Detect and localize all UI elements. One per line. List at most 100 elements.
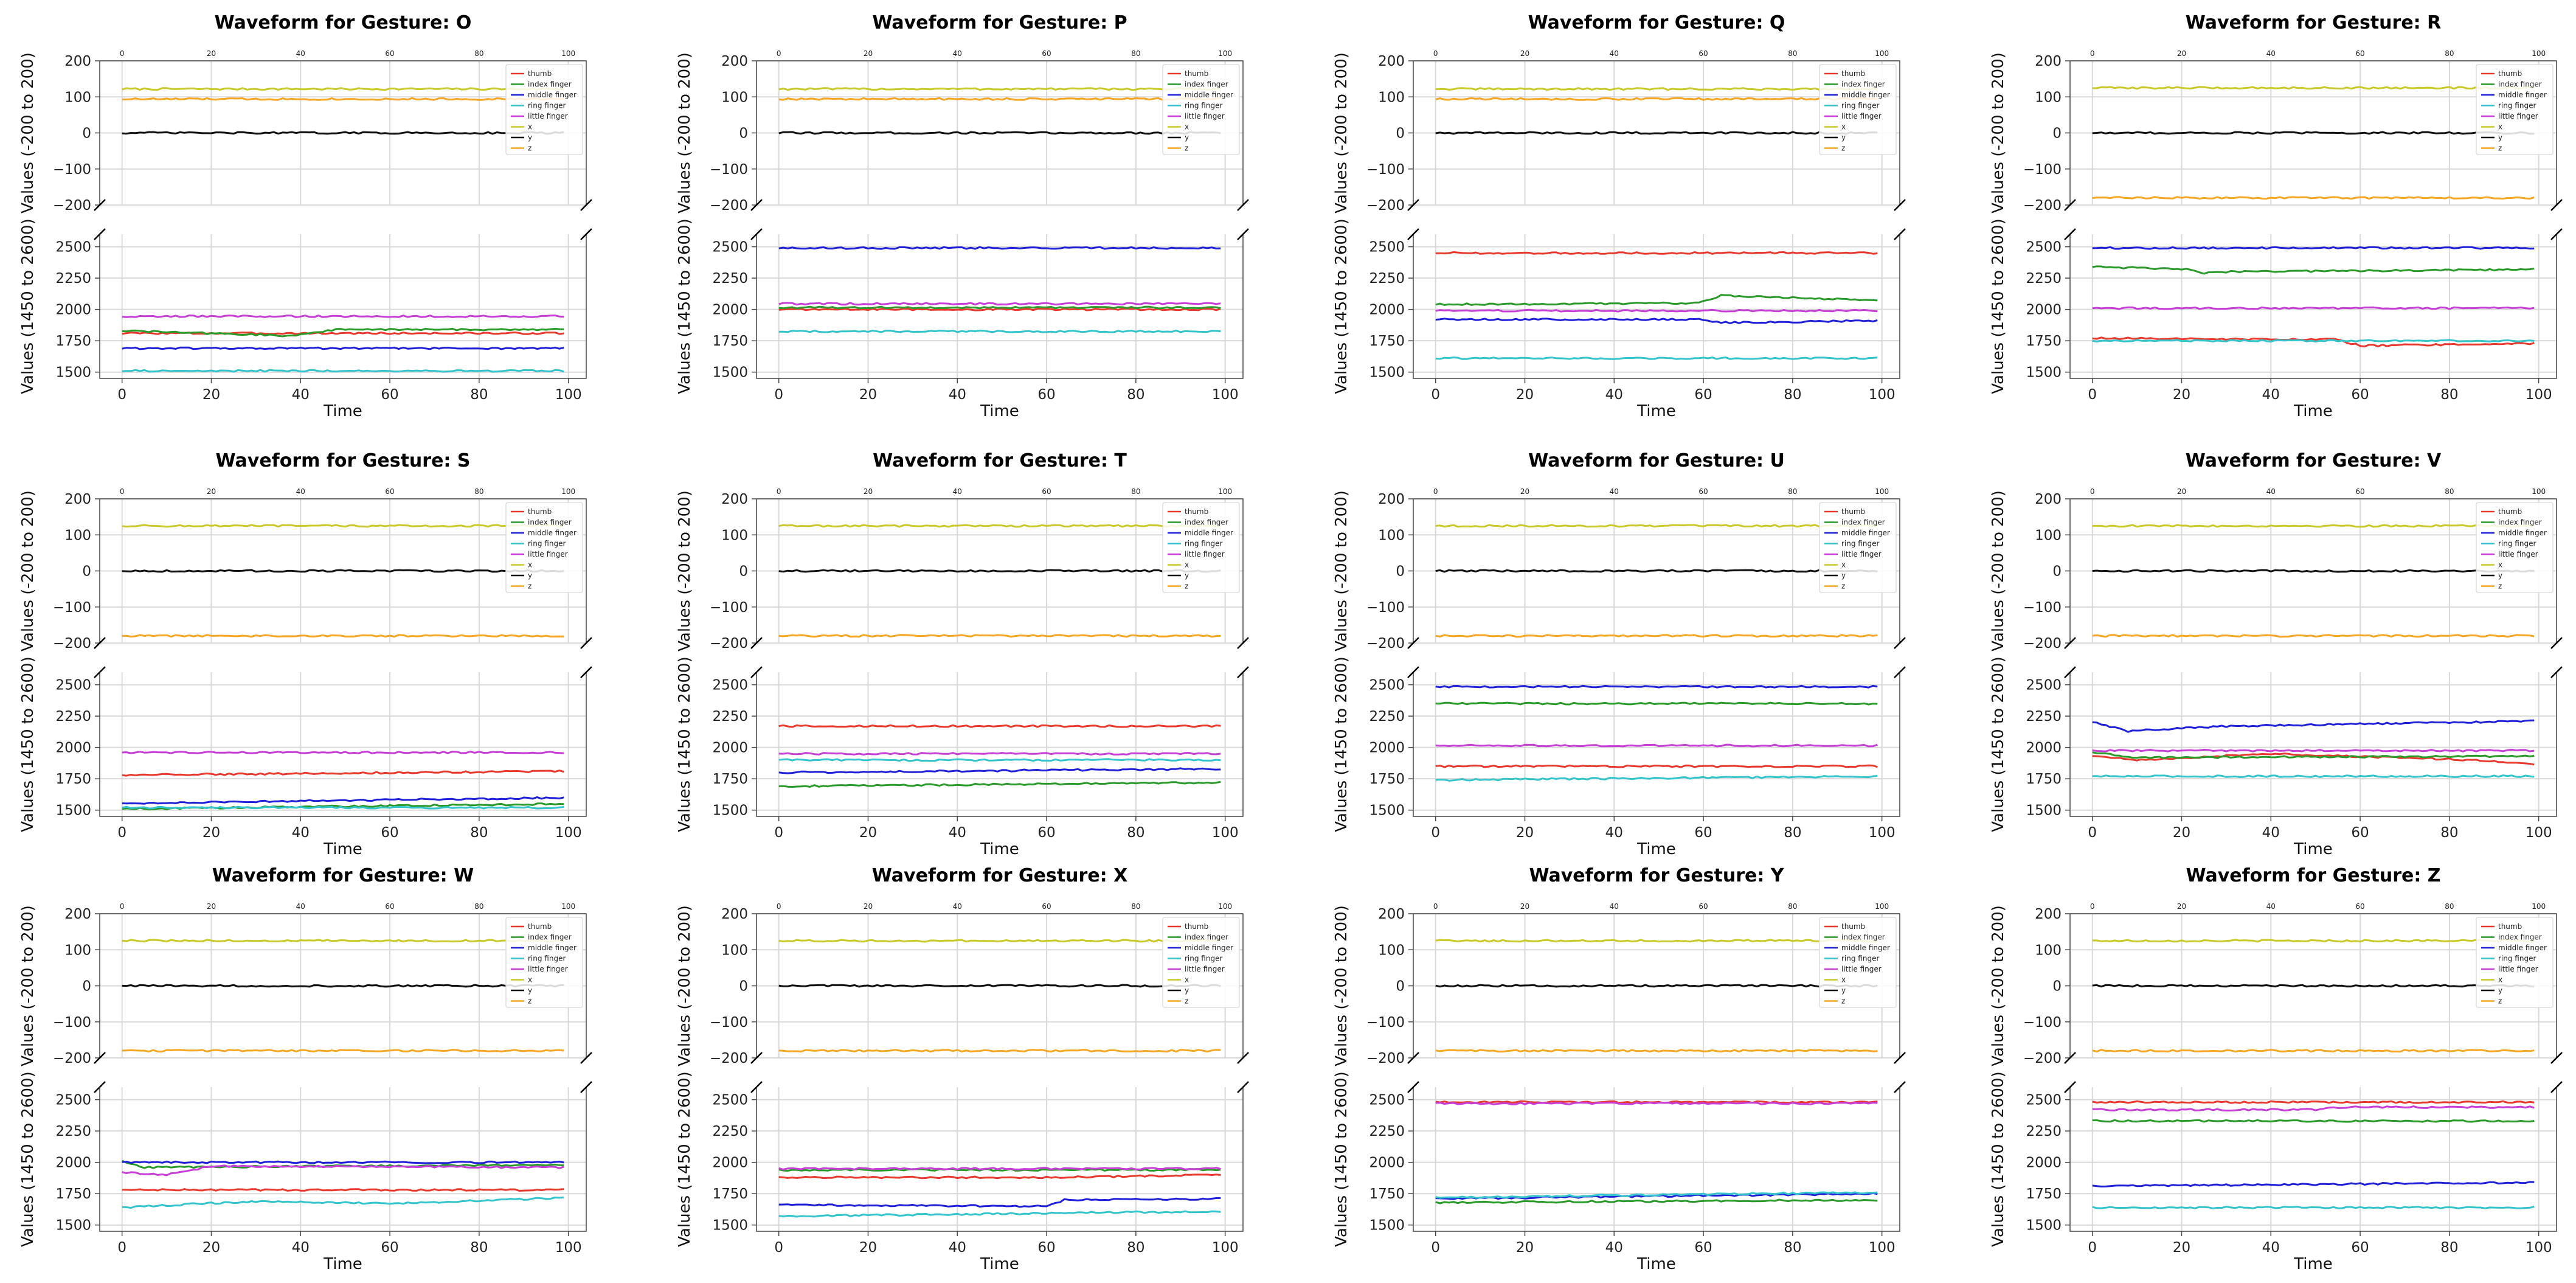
top-x-tick-label: 40 bbox=[953, 487, 962, 496]
bottom-y-axis-label: Values (1450 to 2600) bbox=[19, 656, 37, 832]
legend-label-middle-finger: middle finger bbox=[2498, 91, 2547, 99]
legend-label-z: z bbox=[1841, 997, 1845, 1006]
x-axis-label: Time bbox=[980, 1255, 1019, 1273]
legend-label-x: x bbox=[528, 976, 532, 984]
axis-break-mark bbox=[1894, 228, 1906, 240]
top-x-tick-label: 20 bbox=[207, 487, 216, 496]
axis-break-mark bbox=[2064, 1052, 2076, 1064]
bottom-y-tick-label: 2500 bbox=[712, 240, 748, 256]
legend-label-y: y bbox=[528, 571, 532, 580]
top-y-tick-label: 0 bbox=[739, 979, 748, 995]
top-y-tick-label: 0 bbox=[2052, 564, 2062, 580]
axis-break-mark bbox=[580, 1081, 592, 1093]
top-y-tick-label: −100 bbox=[2023, 1015, 2062, 1031]
bottom-subplot: 0 20 40 60 80 100 1500 1750 2000 2250 2500 Values (… bbox=[19, 656, 587, 858]
x-axis-label: Time bbox=[2293, 1255, 2333, 1273]
bottom-y-tick-label: 2250 bbox=[2026, 709, 2062, 725]
axis-break-mark bbox=[94, 228, 106, 240]
top-x-tick-label: 60 bbox=[385, 49, 394, 58]
legend: thumb index finger middle finger ring finge… bbox=[2476, 917, 2553, 1008]
bottom-spine bbox=[2069, 234, 2557, 379]
bottom-y-tick-label: 1750 bbox=[55, 333, 91, 349]
bottom-x-tick-label: 100 bbox=[2526, 825, 2552, 841]
top-subplot: 0 20 40 60 80 100 −200 −100 0 100 200 Values (-200 … bbox=[676, 49, 1244, 214]
top-y-tick-label: −200 bbox=[53, 198, 91, 214]
axis-break-mark bbox=[2550, 637, 2563, 649]
legend-label-x: x bbox=[1185, 123, 1189, 131]
legend-label-thumb: thumb bbox=[1841, 922, 1865, 931]
axis-break-mark bbox=[2550, 228, 2563, 240]
legend-label-middle-finger: middle finger bbox=[1841, 529, 1890, 537]
series-line-thumb bbox=[122, 331, 564, 335]
axis-break-mark bbox=[1407, 1081, 1419, 1093]
bottom-y-tick-label: 1750 bbox=[55, 1186, 91, 1202]
legend-label-x: x bbox=[2498, 561, 2502, 569]
top-x-tick-label: 80 bbox=[1131, 902, 1140, 911]
axis-break-mark bbox=[1237, 1052, 1249, 1064]
series-line-index-finger bbox=[122, 327, 564, 338]
bottom-x-tick-label: 80 bbox=[470, 1240, 488, 1256]
bottom-y-tick-label: 1750 bbox=[712, 333, 748, 349]
series-line-y bbox=[1435, 131, 1878, 135]
top-y-axis-label: Values (-200 to 200) bbox=[1989, 490, 2007, 652]
chart-title: Waveform for Gesture: S bbox=[216, 450, 471, 471]
bottom-spine bbox=[756, 234, 1244, 379]
top-x-tick-label: 0 bbox=[777, 902, 781, 911]
top-x-tick-label: 0 bbox=[120, 49, 125, 58]
top-y-axis-label: Values (-200 to 200) bbox=[1332, 52, 1351, 214]
bottom-y-tick-label: 2000 bbox=[2026, 1155, 2062, 1171]
bottom-y-tick-label: 2250 bbox=[55, 271, 91, 287]
axis-break-mark bbox=[2550, 199, 2563, 211]
bottom-subplot: 0 20 40 60 80 100 1500 1750 2000 2250 2500 Values (… bbox=[1989, 1071, 2557, 1273]
top-y-tick-label: 0 bbox=[1396, 979, 1405, 995]
chart-panel-p: Waveform for Gesture: P 0 20 40 60 80 100 −200 −… bbox=[676, 12, 1249, 420]
legend-label-thumb: thumb bbox=[1841, 507, 1865, 516]
chart-panel-q: Waveform for Gesture: Q 0 20 40 60 80 100 −200 −… bbox=[1332, 12, 1906, 420]
series-line-y bbox=[1435, 569, 1878, 573]
bottom-x-tick-label: 80 bbox=[1127, 1240, 1144, 1256]
bottom-x-tick-label: 60 bbox=[381, 387, 398, 403]
top-subplot: 0 20 40 60 80 100 −200 −100 0 100 200 Values (-200 … bbox=[19, 487, 587, 652]
bottom-x-tick-label: 20 bbox=[1516, 825, 1534, 841]
top-y-tick-label: 0 bbox=[1396, 126, 1405, 142]
top-x-tick-label: 20 bbox=[1520, 487, 1529, 496]
top-x-tick-label: 100 bbox=[1218, 49, 1232, 58]
top-x-tick-label: 20 bbox=[1520, 902, 1529, 911]
bottom-y-tick-label: 1500 bbox=[55, 365, 91, 381]
top-y-tick-label: 100 bbox=[2035, 527, 2062, 543]
top-x-tick-label: 80 bbox=[2445, 49, 2454, 58]
bottom-y-tick-label: 1500 bbox=[2026, 1218, 2062, 1234]
bottom-y-tick-label: 1750 bbox=[712, 771, 748, 787]
top-x-tick-label: 100 bbox=[1218, 487, 1232, 496]
bottom-y-tick-label: 2500 bbox=[2026, 1093, 2062, 1108]
chart-title: Waveform for Gesture: V bbox=[2186, 450, 2442, 471]
top-y-tick-label: −200 bbox=[710, 198, 748, 214]
series-line-ring-finger bbox=[1435, 774, 1878, 782]
top-x-tick-label: 60 bbox=[2355, 487, 2364, 496]
bottom-x-tick-label: 100 bbox=[2526, 1240, 2552, 1256]
chart-title: Waveform for Gesture: X bbox=[872, 865, 1127, 886]
top-subplot: 0 20 40 60 80 100 −200 −100 0 100 200 Values (-200 … bbox=[19, 49, 587, 214]
top-y-tick-label: 0 bbox=[1396, 564, 1405, 580]
top-spine bbox=[756, 60, 1244, 205]
legend-label-ring-finger: ring finger bbox=[1185, 102, 1222, 110]
bottom-y-tick-label: 2500 bbox=[55, 240, 91, 256]
bottom-x-tick-label: 20 bbox=[859, 825, 877, 841]
axis-break-mark bbox=[2064, 637, 2076, 649]
top-spine bbox=[99, 913, 587, 1058]
legend-label-thumb: thumb bbox=[1185, 507, 1208, 516]
chart-title: Waveform for Gesture: Q bbox=[1528, 12, 1785, 33]
x-axis-label: Time bbox=[980, 840, 1019, 858]
top-x-tick-label: 60 bbox=[1698, 49, 1708, 58]
series-line-z bbox=[1435, 1049, 1878, 1053]
bottom-x-tick-label: 60 bbox=[381, 1240, 398, 1256]
legend: thumb index finger middle finger ring finge… bbox=[505, 917, 583, 1008]
bottom-y-tick-label: 2500 bbox=[1369, 678, 1405, 694]
bottom-x-tick-label: 40 bbox=[949, 825, 966, 841]
bottom-x-tick-label: 100 bbox=[1869, 1240, 1896, 1256]
bottom-y-tick-label: 2250 bbox=[1369, 709, 1405, 725]
top-spine bbox=[756, 498, 1244, 643]
legend: thumb index finger middle finger ring finge… bbox=[1162, 64, 1240, 155]
series-line-middle-finger bbox=[778, 767, 1221, 774]
